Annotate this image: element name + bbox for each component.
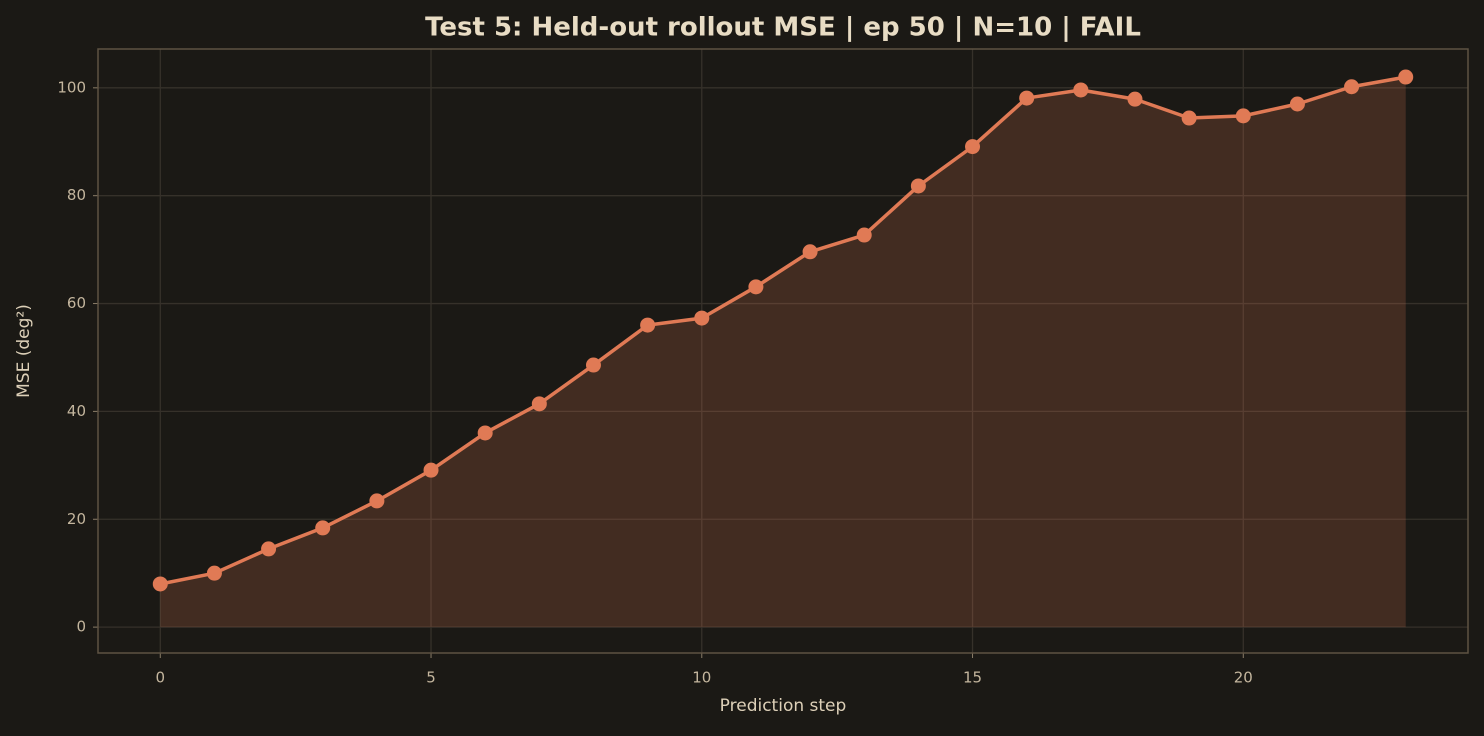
marker xyxy=(531,396,547,412)
x-tick-label: 20 xyxy=(1234,669,1253,687)
x-axis-label: Prediction step xyxy=(720,696,847,716)
marker xyxy=(423,462,439,478)
marker xyxy=(1344,79,1360,95)
x-tick-label: 10 xyxy=(692,669,711,687)
x-tick-label: 0 xyxy=(155,669,165,687)
y-tick-label: 20 xyxy=(67,510,86,528)
marker xyxy=(856,227,872,243)
marker xyxy=(1289,96,1305,112)
marker xyxy=(261,541,277,557)
plot-frame xyxy=(97,48,1469,654)
marker xyxy=(748,279,764,295)
y-tick-label: 80 xyxy=(67,186,86,204)
y-tick-label: 60 xyxy=(67,294,86,312)
line xyxy=(159,75,1407,586)
marker xyxy=(1398,69,1414,85)
marker xyxy=(694,310,710,326)
marker xyxy=(1019,90,1035,106)
marker xyxy=(585,357,601,373)
y-tick-label: 40 xyxy=(67,402,86,420)
marker xyxy=(206,565,222,581)
x-tick-label: 5 xyxy=(426,669,436,687)
marker xyxy=(1235,108,1251,124)
marker xyxy=(1073,82,1089,98)
marker xyxy=(152,576,168,592)
area xyxy=(160,77,1406,628)
marker xyxy=(1181,110,1197,126)
marker xyxy=(640,317,656,333)
y-axis-label: MSE (deg²) xyxy=(14,304,34,398)
y-tick-label: 0 xyxy=(76,618,86,636)
marker xyxy=(477,425,493,441)
marker xyxy=(369,493,385,509)
marker xyxy=(315,520,331,536)
marker xyxy=(965,139,981,155)
marker xyxy=(910,178,926,194)
y-tick-label: 100 xyxy=(57,78,86,96)
marker xyxy=(1127,91,1143,107)
chart-title: Test 5: Held-out rollout MSE | ep 50 | N… xyxy=(425,13,1141,43)
marker xyxy=(802,244,818,260)
x-tick-label: 15 xyxy=(963,669,982,687)
